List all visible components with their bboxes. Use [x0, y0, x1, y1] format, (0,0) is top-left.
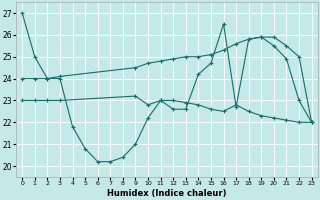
- X-axis label: Humidex (Indice chaleur): Humidex (Indice chaleur): [107, 189, 227, 198]
